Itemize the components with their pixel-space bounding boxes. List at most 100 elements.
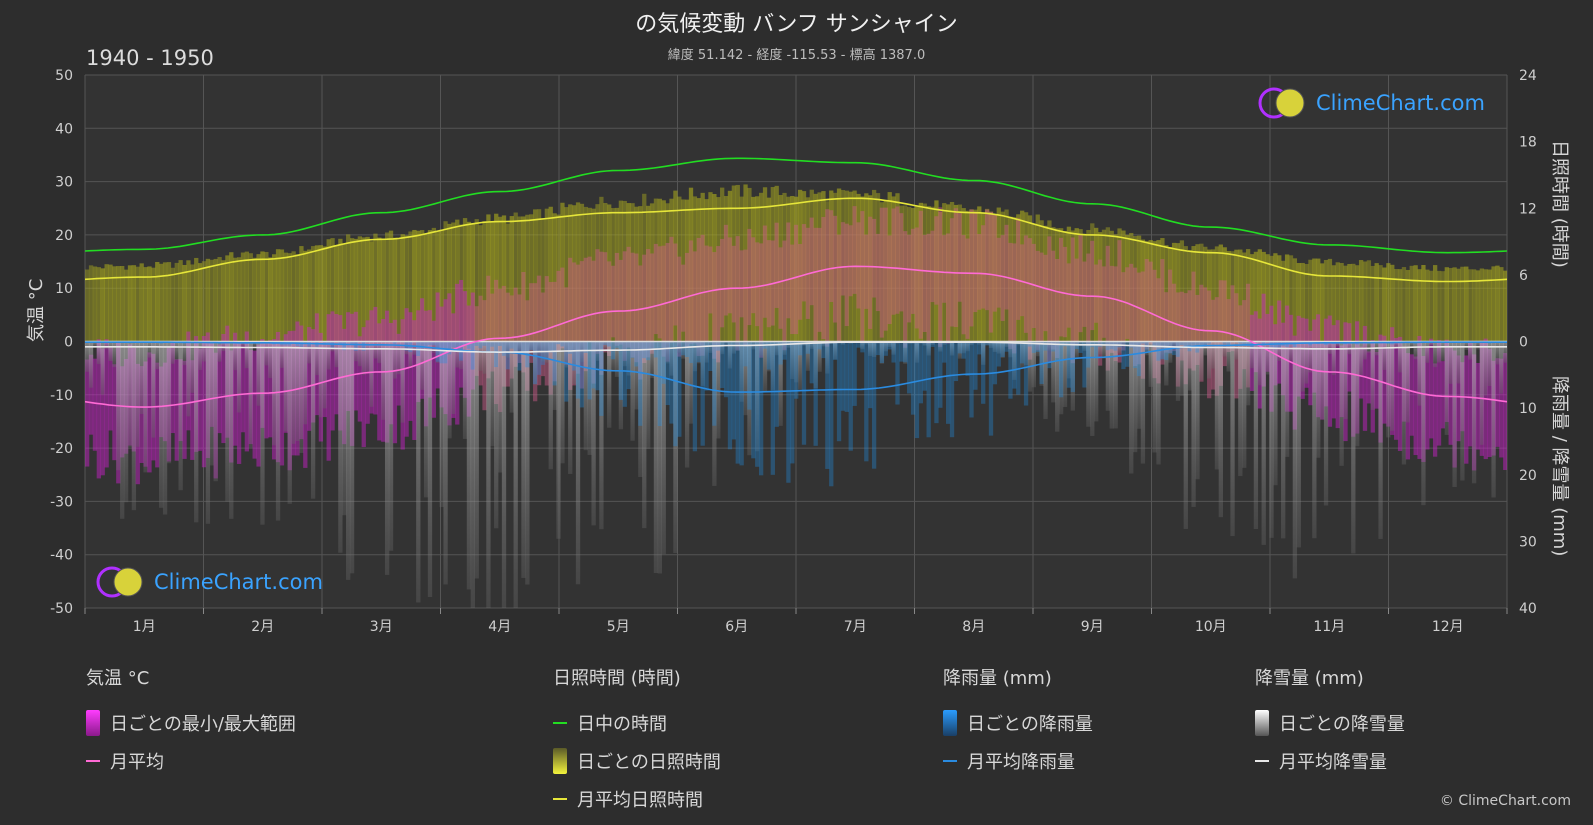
rain-day-bar [435, 341, 440, 362]
rain-day-bar [953, 341, 959, 382]
snow-day-bar [949, 341, 955, 356]
snow-day-bar [1487, 341, 1492, 386]
snow-day-bar [439, 341, 444, 508]
temp-range-day-bar [404, 308, 409, 437]
snow-day-bar [1078, 341, 1083, 347]
temp-range-day-bar [871, 218, 877, 298]
sunshine-mean-line [85, 197, 1507, 283]
sunshine-day-bar [260, 251, 265, 342]
rain-day-bar [1016, 341, 1021, 395]
rain-daily-swatch [943, 710, 957, 736]
snow-day-bar [1425, 341, 1430, 363]
rain-day-bar [1245, 341, 1251, 346]
snow-day-bar [252, 341, 257, 348]
rain-day-bar [478, 341, 483, 349]
rain-day-bar [1226, 341, 1231, 346]
snow-day-bar [287, 341, 292, 504]
snow-day-bar [977, 341, 982, 345]
rain-day-bar [1031, 341, 1036, 353]
snow-day-bar [657, 341, 662, 574]
sunshine-day-bar [517, 216, 522, 342]
temp-range-day-bar [431, 320, 437, 418]
temp-range-day-bar [1156, 278, 1161, 384]
sunshine-day-bar [529, 214, 534, 342]
snow-day-bar [1436, 341, 1442, 363]
temp-range-day-bar [864, 234, 869, 309]
sunshine-day-bar [825, 201, 830, 342]
snow-day-bar [1214, 341, 1220, 470]
rain-day-bar [420, 341, 425, 349]
sunshine-day-bar [96, 267, 101, 342]
sunshine-day-bar [579, 203, 585, 342]
rain-day-bar [669, 341, 674, 424]
sunshine-day-bar [712, 194, 717, 342]
rain-day-bar [809, 341, 814, 384]
rain-day-bar [451, 341, 456, 348]
series-lines [85, 157, 1507, 408]
sunshine-day-bar [696, 198, 701, 342]
sunshine-day-bar [283, 252, 288, 342]
sunshine-day-bar [571, 205, 577, 342]
rain-day-bar [871, 341, 877, 469]
snow-day-bar [1413, 341, 1418, 360]
snow-day-bar [1101, 341, 1107, 359]
right-precip-tick-label: 40 [1519, 601, 1537, 617]
sunshine-day-bar [797, 189, 803, 342]
rain-day-bar [864, 341, 869, 462]
left-tick-label: -50 [50, 601, 73, 617]
temp-range-day-bar [1475, 362, 1481, 450]
rain-day-bar [1222, 341, 1227, 344]
sunshine-day-bar [353, 238, 359, 342]
snow-day-bar [762, 341, 768, 393]
temp-range-day-bar [595, 249, 600, 354]
sunshine-day-bar [1479, 268, 1485, 342]
sunshine-day-bar [1055, 228, 1060, 342]
sunshine-day-bar [642, 193, 647, 342]
month-label: 1月 [133, 619, 156, 635]
axis-ticks: 50 40 30 20 10 0 -10 -20 -30 -40 -50 1月 2月 3月 4月 5月 6月 7月… [50, 68, 1537, 635]
rain-day-bar [692, 341, 698, 452]
sunshine-day-bar [1374, 263, 1379, 342]
temp-range-day-bar [139, 366, 144, 463]
temp-range-day-bar [646, 249, 651, 358]
snow-day-bar [1187, 341, 1192, 391]
sunshine-day-bar [544, 208, 550, 342]
rain-day-bar [501, 341, 507, 356]
snow-day-bar [1062, 341, 1068, 408]
rain-day-bar [342, 341, 347, 351]
temp-range-day-bar [1000, 235, 1005, 321]
snow-day-bar [575, 341, 581, 585]
sunshine-day-bar [836, 188, 842, 342]
snow-day-bar [307, 341, 312, 364]
temp-range-day-bar [307, 327, 312, 431]
snow-day-bar [610, 341, 616, 371]
legend-snow-mean: 月平均降雪量 [1255, 742, 1405, 780]
sunshine-day-bar [275, 249, 281, 342]
rain-day-bar [977, 341, 982, 355]
temp-range-day-bar [677, 256, 682, 357]
sunshine-day-bar [829, 190, 834, 342]
sunshine-day-bar [1195, 244, 1200, 342]
rain-day-bar [614, 341, 620, 348]
sunshine-day-bar [860, 196, 865, 342]
temp-range-day-bar [720, 238, 725, 328]
temp-range-day-bar [96, 339, 101, 479]
snow-day-bar [268, 341, 273, 379]
sunshine-day-bar [922, 203, 927, 342]
snow-day-bar [965, 341, 970, 352]
rain-day-bar [840, 341, 846, 411]
snow-day-bar [221, 341, 226, 352]
temp-range-day-bar [108, 346, 113, 431]
snow-day-bar [1234, 341, 1239, 360]
snow-day-bar [1152, 341, 1157, 453]
temp-range-day-bar [100, 348, 105, 476]
temp-range-day-bar [688, 240, 694, 344]
sunshine-day-bar [392, 237, 398, 342]
rain-day-bar [797, 341, 803, 356]
snow-day-bar [330, 341, 335, 352]
temp-range-day-bar [1062, 246, 1068, 338]
sunshine-day-bar [404, 235, 409, 342]
sunshine-day-bar [630, 203, 635, 342]
snow-day-bar [423, 341, 429, 498]
sunshine-day-bar [509, 216, 514, 342]
